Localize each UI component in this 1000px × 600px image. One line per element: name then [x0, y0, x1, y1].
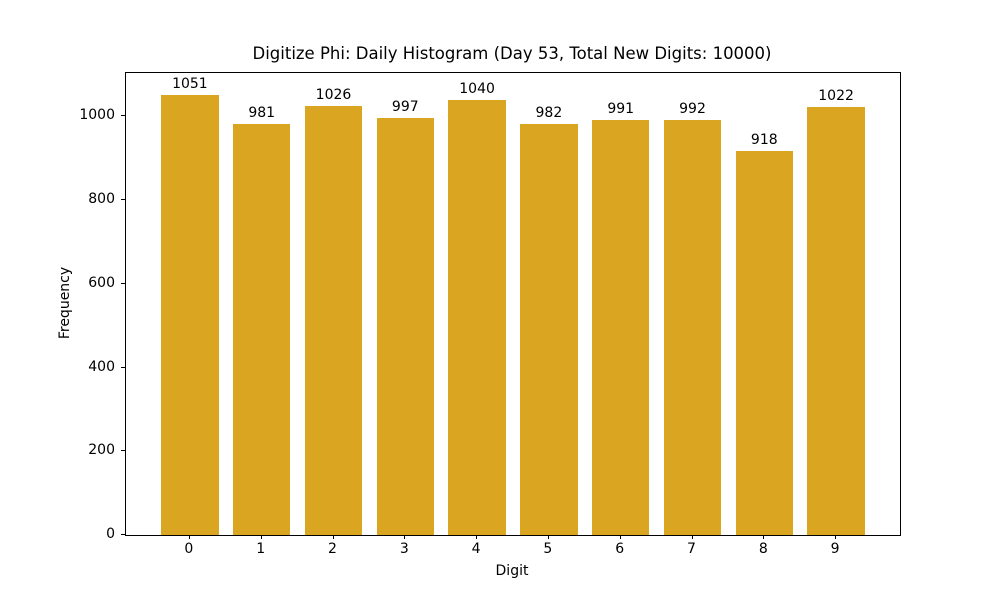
- x-tick-label-0: 0: [184, 541, 194, 557]
- y-tick-label-400: 400: [88, 358, 115, 375]
- plot-area: 1051 981 1026 997 1040 982 991 992 918 1022: [125, 72, 901, 536]
- x-tick-label-5: 5: [543, 541, 553, 557]
- x-tick-label-9: 9: [830, 541, 840, 557]
- y-tick-label-1000: 1000: [79, 107, 115, 124]
- x-tick-mark: [691, 535, 693, 539]
- x-tick-label-8: 8: [758, 541, 768, 557]
- x-tick-label-1: 1: [256, 541, 266, 557]
- chart-title: Digitize Phi: Daily Histogram (Day 53, T…: [252, 44, 772, 63]
- bar-value-label-1: 981: [248, 105, 276, 122]
- bar-digit-1: [233, 124, 291, 535]
- bar-value-label-0: 1051: [172, 76, 208, 92]
- bar-digit-9: [807, 107, 865, 535]
- x-tick-mark: [260, 535, 262, 539]
- bar-value-label-6: 991: [607, 101, 635, 118]
- y-tick-mark: [121, 199, 125, 201]
- bar-value-label-8: 918: [750, 131, 778, 148]
- x-tick-mark: [619, 535, 621, 539]
- y-tick-mark: [121, 115, 125, 117]
- x-axis-label: Digit: [495, 563, 529, 579]
- bar-digit-7: [663, 119, 722, 535]
- y-tick-mark: [121, 282, 125, 284]
- y-tick-mark: [121, 450, 125, 452]
- bar-value-label-5: 982: [535, 104, 563, 121]
- bar-digit-2: [304, 105, 363, 535]
- x-tick-label-4: 4: [471, 541, 481, 557]
- x-tick-mark: [835, 535, 837, 539]
- bar-digit-4: [448, 99, 506, 535]
- x-tick-label-6: 6: [615, 541, 625, 557]
- x-tick-mark: [404, 535, 406, 539]
- bar-value-label-4: 1040: [459, 80, 495, 97]
- x-tick-label-2: 2: [328, 541, 337, 557]
- bar-digit-5: [520, 123, 578, 535]
- x-tick-label-7: 7: [687, 541, 696, 557]
- x-tick-label-3: 3: [399, 541, 409, 557]
- bar-digit-6: [592, 120, 650, 535]
- y-tick-label-800: 800: [88, 191, 115, 208]
- bar-value-label-9: 1022: [818, 88, 854, 105]
- x-tick-mark: [188, 535, 190, 539]
- bar-digit-3: [376, 117, 434, 535]
- x-tick-mark: [763, 535, 765, 539]
- bar-digit-8: [735, 150, 793, 535]
- bar-value-label-3: 997: [391, 98, 419, 115]
- y-tick-mark: [121, 366, 125, 368]
- x-tick-mark: [332, 535, 334, 539]
- y-tick-label-200: 200: [88, 442, 115, 459]
- bar-value-label-7: 992: [679, 100, 706, 117]
- bar-value-label-2: 1026: [315, 86, 352, 103]
- x-tick-mark: [547, 535, 549, 539]
- y-tick-label-600: 600: [88, 274, 115, 291]
- y-tick-label-0: 0: [106, 526, 115, 542]
- y-tick-mark: [121, 534, 125, 535]
- bar-digit-0: [161, 95, 219, 535]
- x-tick-mark: [476, 535, 478, 539]
